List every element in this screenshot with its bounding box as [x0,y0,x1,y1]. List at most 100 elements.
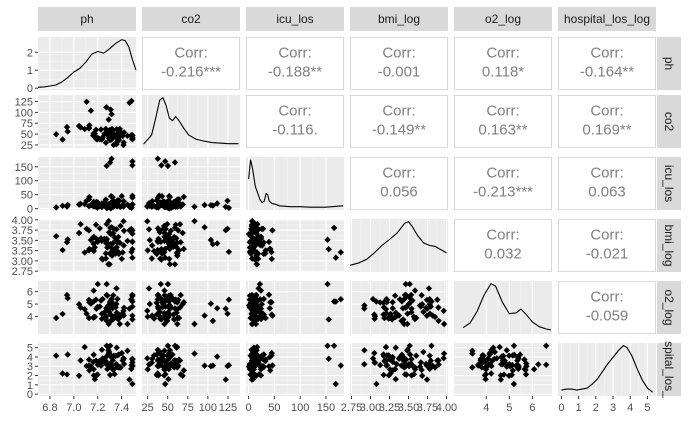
data-point [103,104,110,111]
row-strip-o2_log: o2_log [657,281,681,334]
data-point [179,301,186,308]
data-point [119,249,126,256]
data-point [161,247,168,255]
data-point [90,351,97,358]
data-point [162,158,169,165]
data-point [90,132,97,140]
data-point [59,202,66,209]
data-point [90,198,97,206]
data-point [114,239,121,246]
data-point [155,371,162,378]
correlation-panel-frame [454,95,552,148]
data-point [90,247,97,255]
data-point [514,357,521,364]
data-point [373,298,380,305]
data-point [422,304,430,311]
data-point [251,247,258,255]
correlation-value: -0.149** [372,122,426,139]
data-point [155,204,162,211]
data-point [409,297,416,304]
panel-bmi_log-hospital_los_log: Corr: -0.021 [558,219,656,272]
data-point [257,287,265,294]
data-point [371,315,378,322]
data-point [413,352,420,359]
data-point [225,248,233,256]
data-point [75,229,83,237]
data-point [129,136,136,143]
data-point [481,372,489,379]
data-point [371,311,378,318]
column-strip-label: icu_los [276,12,313,26]
data-point [129,303,136,310]
x-axis-ph: 6.8 7.0 7.2 7.4 [42,396,129,414]
data-point [385,314,393,321]
data-point [481,358,488,366]
data-point [174,252,181,259]
x-tick-label: 0 [246,402,252,414]
data-point [425,285,433,292]
data-point [247,238,254,245]
data-point [87,236,95,244]
column-strip-icu_los: icu_los [246,7,344,31]
data-point [99,355,106,362]
correlation-label: Corr: [174,45,207,62]
data-point [248,376,256,383]
panel-bmi_log-icu_los [245,217,344,272]
data-point [165,376,172,383]
panel-bmi_log-ph [38,217,136,272]
data-point [144,247,151,254]
panel-ph-icu_los: Corr: -0.188** [246,37,344,90]
panel-icu_los-hospital_los_log: Corr: 0.063 [558,157,656,210]
data-point [53,131,60,138]
data-point [107,130,114,137]
x-tick-label: 7.2 [90,402,105,414]
data-point [497,376,504,383]
data-point [63,371,71,378]
data-point [86,245,93,253]
panel-bmi_log-o2_log: Corr: 0.032 [454,219,552,272]
data-point [129,162,136,169]
panel-o2_log-icu_los [245,280,344,334]
x-tick-label: 4 [627,402,633,414]
data-point [418,292,425,299]
y-tick-label: 2 [27,371,33,383]
data-point [104,292,111,299]
data-point [337,296,344,303]
data-point [113,300,120,308]
correlation-value: -0.059 [586,308,629,325]
data-point [85,227,93,234]
y-tick-label: 3.25 [12,246,33,258]
data-point [489,357,496,364]
data-point [63,239,71,246]
data-point [110,198,118,205]
data-point [94,238,101,245]
data-point [104,244,111,251]
data-point [265,291,273,298]
data-point [83,98,90,105]
column-strip-o2_log: o2_log [454,7,552,31]
data-point [209,317,217,325]
data-point [392,309,399,316]
data-point [361,347,368,354]
data-point [164,342,172,349]
data-point [97,126,105,133]
data-point [107,159,114,166]
data-point [337,362,344,369]
panel-icu_los-ph [38,155,136,212]
data-point [92,357,100,364]
panel-co2-icu_los: Corr: -0.116. [246,95,344,148]
data-point [324,342,331,349]
data-point [250,344,258,351]
data-point [81,343,88,351]
data-point [63,291,71,299]
data-point [119,132,126,140]
data-point [173,202,180,210]
data-point [201,312,208,319]
data-point [503,363,510,370]
data-point [90,314,97,321]
correlation-label: Corr: [486,103,519,120]
data-point [252,320,260,328]
density-curve-o2_log [462,282,551,331]
correlation-label: Corr: [278,103,311,120]
data-point [389,355,396,362]
